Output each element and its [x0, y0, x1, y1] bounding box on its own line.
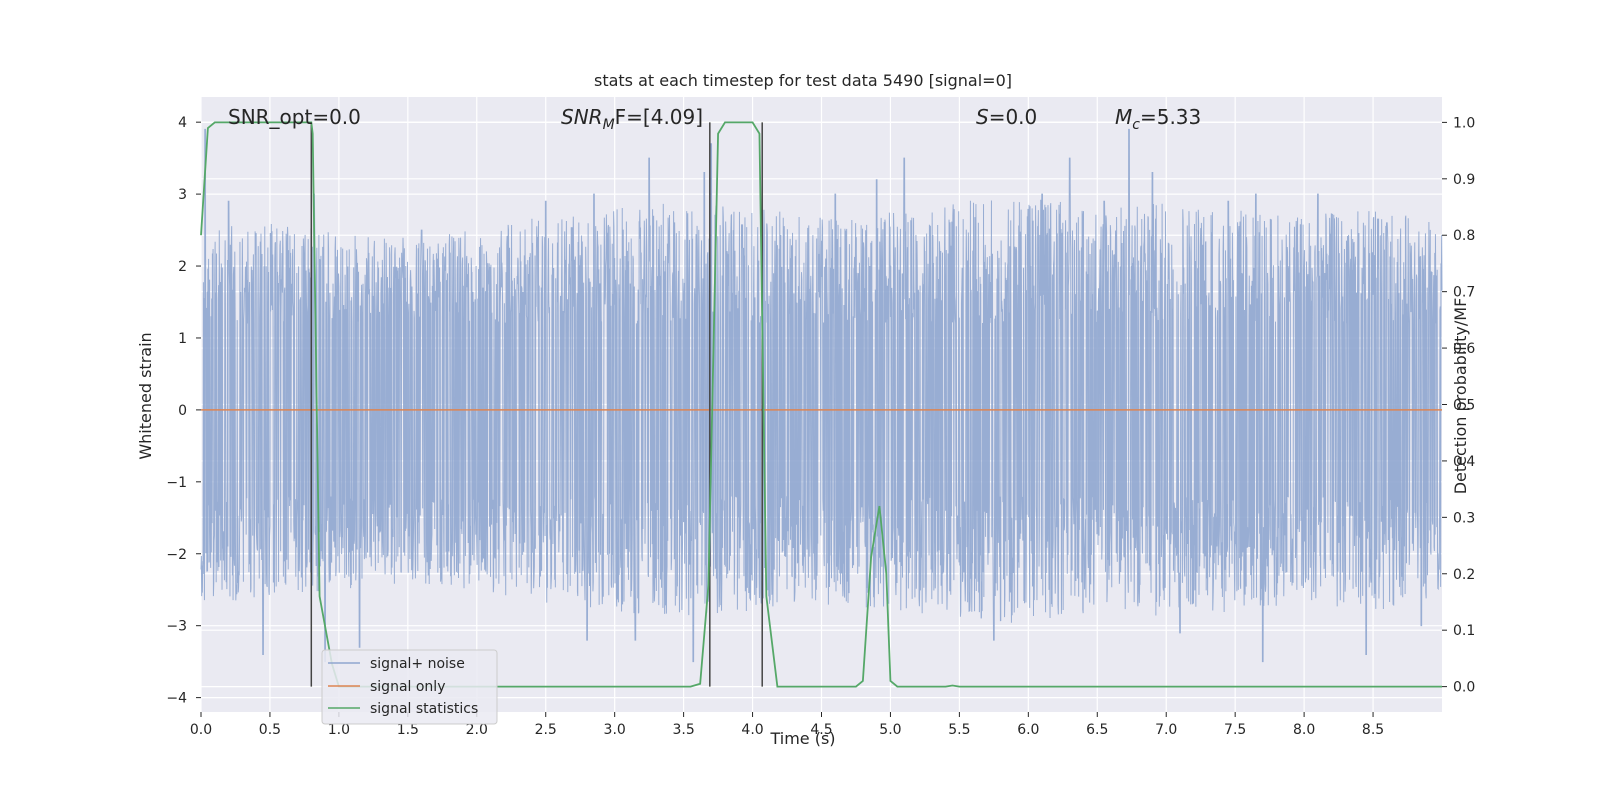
y-tick-label: 0: [178, 403, 187, 419]
x-tick-label: 2.5: [535, 722, 557, 738]
noise-trace: [200, 128, 1443, 663]
annotation-mc: Mc=5.33: [1115, 105, 1201, 133]
x-tick-label: 6.0: [1017, 722, 1039, 738]
axis-ticks: 0.0 0.5 1.0 1.5 2.0 2.5 3.0 3.5 4.0 4.5 5.0 5.5 6.0 6…: [166, 115, 1475, 738]
y2-tick-label: 0.4: [1453, 454, 1475, 470]
x-tick-label: 7.0: [1155, 722, 1177, 738]
annotation-s-rest: =0.0: [989, 105, 1038, 129]
y2-tick-label: 0.5: [1453, 398, 1475, 414]
y-tick-label: −1: [166, 475, 187, 491]
y2-tick-label: 0.1: [1453, 623, 1475, 639]
x-tick-label: 7.5: [1224, 722, 1246, 738]
x-axis-label: Time (s): [769, 729, 835, 748]
annotation-snr-opt: SNR_opt=0.0: [228, 105, 361, 129]
annotation-snr-mf-rest: F=[4.09]: [615, 105, 703, 129]
x-tick-label: 4.5: [810, 722, 832, 738]
signal-statistics-line: [200, 121, 1442, 688]
annotation-snr-mf: SNRMF=[4.09]: [561, 105, 703, 133]
x-tick-label: 3.5: [672, 722, 694, 738]
y2-tick-label: 1.0: [1453, 115, 1475, 131]
x-tick-label: 3.0: [604, 722, 626, 738]
y2-tick-label: 0.3: [1453, 510, 1475, 526]
annotation-mc-rest: =5.33: [1140, 105, 1201, 129]
y-tick-label: −2: [166, 547, 187, 563]
annotation-snr-mf-sub: M: [603, 117, 615, 133]
annotation-s-main: S: [976, 105, 989, 129]
legend: signal+ noise signal only signal statist…: [321, 649, 498, 725]
y-tick-label: 3: [178, 187, 187, 203]
y-tick-label: −3: [166, 619, 187, 635]
series-signal-statistics: [200, 121, 1442, 688]
y2-tick-label: 0.0: [1453, 680, 1475, 696]
y2-tick-label: 0.9: [1453, 172, 1475, 188]
x-tick-label: 8.0: [1293, 722, 1315, 738]
legend-label-signal-statistics: signal statistics: [370, 701, 478, 717]
series-signal-noise: [200, 128, 1443, 663]
y2-tick-label: 0.6: [1453, 341, 1475, 357]
annotation-mc-sub: c: [1132, 117, 1140, 133]
x-tick-label: 8.5: [1362, 722, 1384, 738]
y2-axis-label: Detection probability/MF: [1451, 298, 1470, 495]
x-tick-label: 0.0: [190, 722, 212, 738]
x-tick-label: 4.0: [741, 722, 763, 738]
legend-label-signal-only: signal only: [370, 679, 445, 695]
legend-label-signal-noise: signal+ noise: [370, 656, 465, 672]
annotation-snr-mf-main: SNR: [561, 105, 603, 129]
marker-lines: [310, 122, 763, 687]
y-tick-label: 4: [178, 115, 187, 131]
y-tick-label: 2: [178, 259, 187, 275]
x-tick-label: 6.5: [1086, 722, 1108, 738]
y2-tick-label: 0.2: [1453, 567, 1475, 583]
y-tick-label: 1: [178, 331, 187, 347]
x-tick-label: 2.0: [466, 722, 488, 738]
y2-tick-label: 0.8: [1453, 228, 1475, 244]
x-tick-label: 0.5: [259, 722, 281, 738]
legend-box: [321, 649, 498, 725]
y-axis-label: Whitened strain: [136, 332, 155, 459]
x-tick-label: 1.5: [397, 722, 419, 738]
y-tick-label: −4: [166, 691, 187, 707]
chart-title: stats at each timestep for test data 549…: [594, 71, 1012, 90]
annotation-s: S=0.0: [976, 105, 1037, 129]
x-tick-label: 1.0: [328, 722, 350, 738]
annotation-mc-main: M: [1115, 105, 1132, 129]
y2-tick-label: 0.7: [1453, 285, 1475, 301]
x-tick-label: 5.0: [879, 722, 901, 738]
x-tick-label: 5.5: [948, 722, 970, 738]
